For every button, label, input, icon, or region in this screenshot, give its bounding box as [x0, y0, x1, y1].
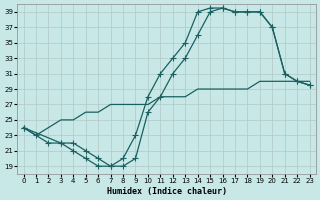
X-axis label: Humidex (Indice chaleur): Humidex (Indice chaleur)	[107, 187, 227, 196]
